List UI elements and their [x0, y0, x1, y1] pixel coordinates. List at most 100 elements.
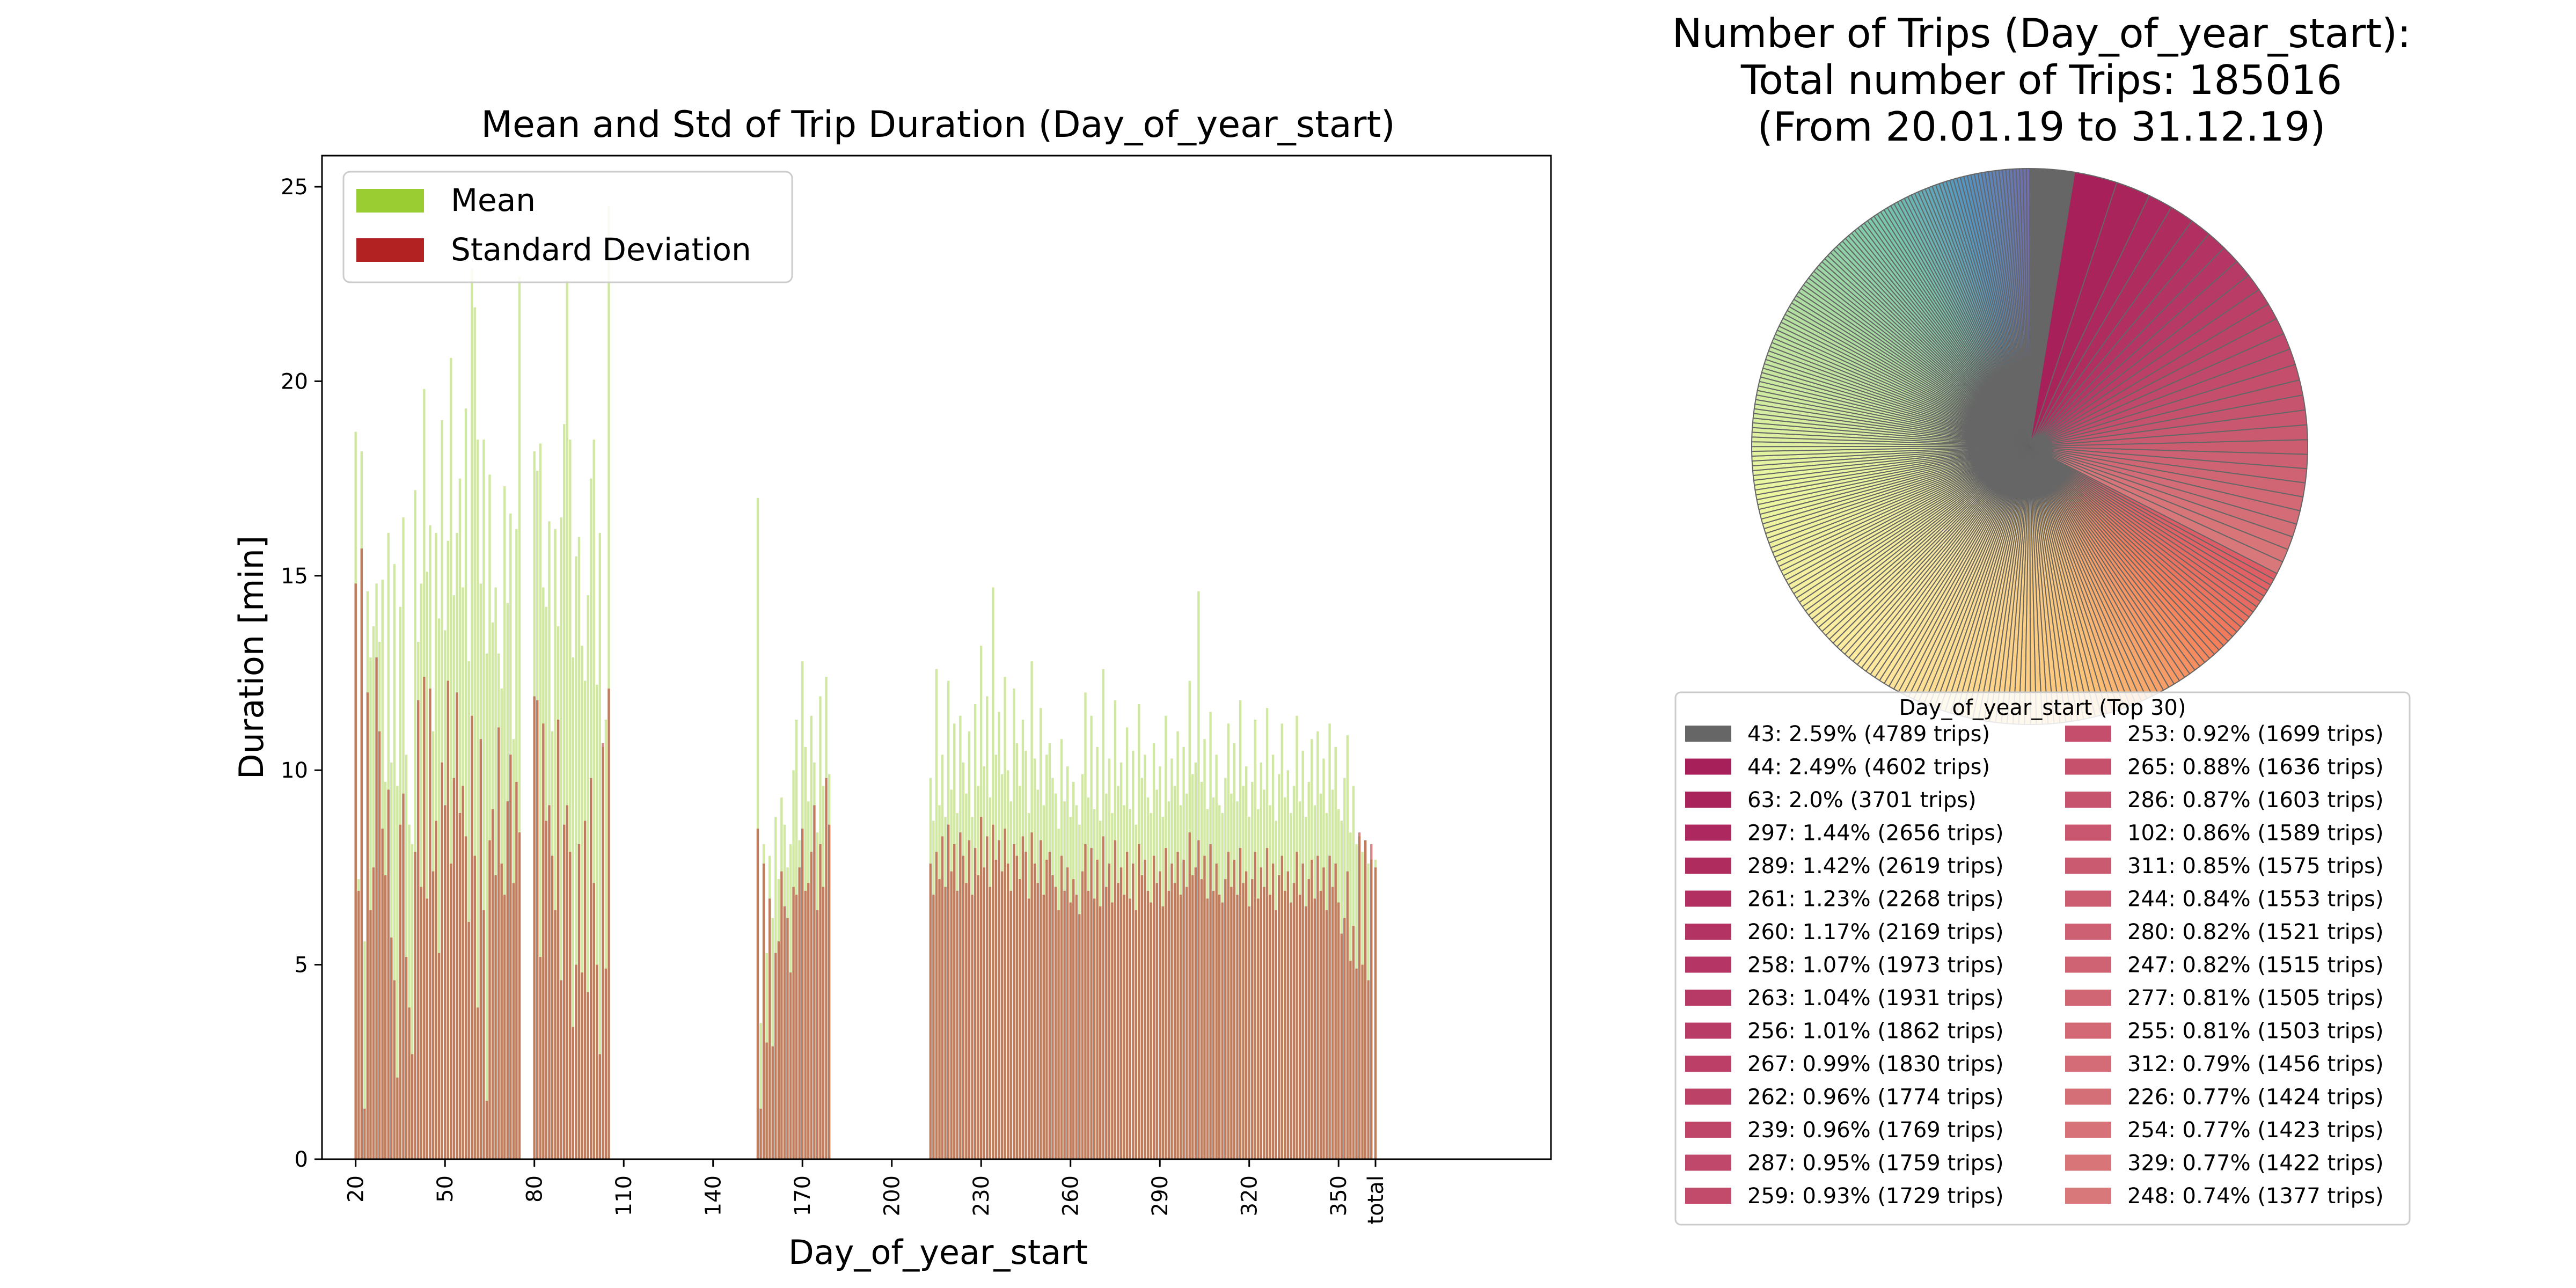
- mean-bar-105: [608, 206, 610, 1160]
- std-bar-304: [1200, 879, 1203, 1159]
- std-bar-213: [929, 863, 932, 1159]
- std-bar-298: [1182, 859, 1185, 1159]
- std-bar-338: [1301, 863, 1304, 1159]
- std-bar-302: [1194, 867, 1197, 1159]
- mean-bar-48: [437, 618, 441, 1159]
- x-tick-label-170: 170: [791, 1175, 815, 1216]
- std-bar-171: [804, 890, 807, 1159]
- std-bar-333: [1286, 871, 1290, 1159]
- std-bar-252: [1045, 859, 1048, 1159]
- pie-legend-label-20: 311: 0.85% (1575 trips): [2127, 854, 2384, 879]
- std-bar-315: [1233, 859, 1236, 1159]
- std-bar-280: [1129, 898, 1131, 1159]
- std-bar-70: [503, 895, 506, 1159]
- mean-bar-42: [420, 583, 423, 1159]
- x-tick-label-200: 200: [880, 1175, 905, 1216]
- pie-legend-label-29: 329: 0.77% (1422 trips): [2127, 1151, 2384, 1176]
- std-bar-239: [1006, 863, 1009, 1159]
- pie-legend-label-14: 287: 0.95% (1759 trips): [1747, 1151, 2004, 1176]
- std-bar-306: [1206, 898, 1209, 1159]
- std-bar-47: [435, 821, 437, 1159]
- std-bar-100: [592, 883, 595, 1159]
- std-bar-284: [1140, 875, 1144, 1159]
- std-bar-234: [992, 824, 994, 1159]
- x-tick-label-350: 350: [1327, 1175, 1351, 1216]
- std-bar-225: [965, 883, 968, 1159]
- std-bar-295: [1173, 883, 1176, 1159]
- std-bar-46: [431, 871, 435, 1159]
- y-tick-label-20: 20: [281, 369, 308, 394]
- std-bar-30: [384, 875, 387, 1159]
- pie-legend-swatch-4: [1685, 824, 1731, 841]
- std-bar-244: [1021, 836, 1024, 1159]
- std-bar-317: [1239, 848, 1242, 1159]
- std-bar-354: [1349, 961, 1352, 1159]
- std-bar-254: [1051, 875, 1054, 1159]
- pie-legend-swatch-29: [2065, 1154, 2111, 1171]
- std-bar-310: [1218, 895, 1221, 1159]
- pie-legend-label-15: 259: 0.93% (1729 trips): [1747, 1184, 2004, 1209]
- std-bar-242: [1015, 855, 1019, 1159]
- pie-legend-swatch-30: [2065, 1188, 2111, 1204]
- pie-legend-label-19: 102: 0.86% (1589 trips): [2127, 821, 2384, 846]
- std-bar-48: [437, 953, 441, 1159]
- std-bar-88: [557, 719, 560, 1159]
- mean-bar-52: [450, 357, 452, 1159]
- mean-bar-60: [473, 307, 476, 1160]
- std-bar-50: [444, 805, 447, 1159]
- mean-bar-94: [575, 556, 577, 1159]
- mean-bar-23: [363, 941, 366, 1159]
- std-bar-294: [1170, 863, 1173, 1159]
- std-bar-57: [464, 836, 467, 1159]
- pie-legend-swatch-5: [1685, 858, 1731, 874]
- std-bar-318: [1242, 883, 1245, 1159]
- std-bar-51: [447, 680, 449, 1159]
- std-bar-358: [1361, 964, 1364, 1159]
- pie-legend-swatch-27: [2065, 1088, 2111, 1105]
- std-bar-74: [515, 781, 518, 1159]
- std-bar-278: [1123, 895, 1125, 1159]
- std-bar-175: [816, 910, 819, 1159]
- std-bar-53: [452, 778, 456, 1159]
- pie-title-line-2: Total number of Trips: 185016: [1740, 56, 2342, 104]
- std-bar-247: [1030, 832, 1033, 1159]
- std-bar-322: [1254, 852, 1257, 1159]
- std-bar-84: [545, 821, 548, 1159]
- std-bar-249: [1036, 883, 1039, 1159]
- std-bar-94: [575, 964, 577, 1159]
- pie-legend-label-6: 261: 1.23% (2268 trips): [1747, 887, 2004, 912]
- std-bar-314: [1230, 887, 1233, 1159]
- std-bar-255: [1054, 887, 1057, 1159]
- mean-bar-100: [592, 440, 595, 1159]
- mean-bar-101: [596, 684, 598, 1159]
- std-bar-265: [1084, 844, 1087, 1159]
- pie-legend-label-2: 44: 2.49% (4602 trips): [1747, 755, 1990, 780]
- pie-legend-swatch-25: [2065, 1022, 2111, 1039]
- std-bar-155: [756, 828, 759, 1159]
- pie-legend-swatch-17: [2065, 758, 2111, 775]
- mean-bar-59: [470, 268, 473, 1160]
- mean-bar-33: [393, 564, 396, 1159]
- std-bar-221: [953, 844, 956, 1159]
- std-bar-95: [577, 844, 581, 1159]
- std-bar-337: [1298, 895, 1301, 1159]
- std-bar-90: [563, 824, 566, 1159]
- mean-bar-25: [369, 657, 372, 1159]
- std-bar-228: [974, 848, 977, 1159]
- std-bar-269: [1096, 859, 1099, 1159]
- std-bar-20: [354, 583, 357, 1159]
- mean-bar-58: [467, 661, 470, 1159]
- mean-bar-65: [488, 474, 491, 1159]
- std-bar-257: [1060, 855, 1063, 1159]
- std-bar-226: [968, 840, 971, 1159]
- std-bar-156: [759, 1108, 762, 1159]
- std-bar-236: [998, 840, 1000, 1159]
- std-bar-231: [983, 867, 985, 1159]
- std-bar-277: [1119, 867, 1123, 1159]
- pie-legend-swatch-15: [1685, 1188, 1731, 1204]
- std-bar-165: [786, 918, 789, 1159]
- std-bar-250: [1040, 840, 1042, 1159]
- std-bar-229: [977, 875, 979, 1159]
- std-bar-55: [458, 813, 462, 1159]
- std-bar-54: [456, 692, 458, 1159]
